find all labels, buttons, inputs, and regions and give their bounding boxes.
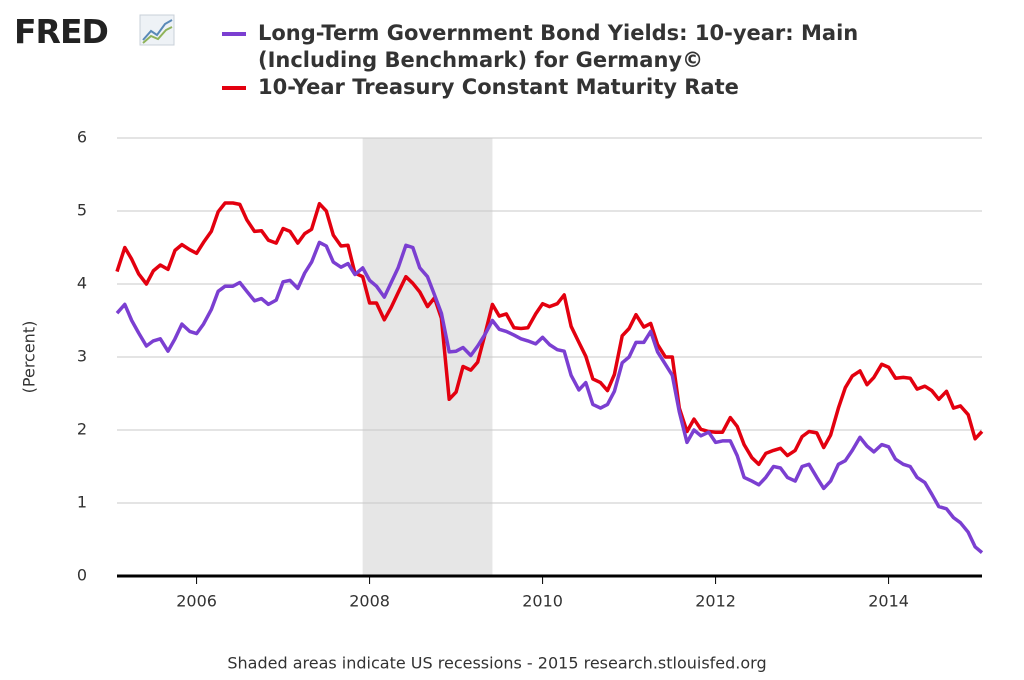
legend-label: 10-Year Treasury Constant Maturity Rate	[258, 75, 739, 99]
y-tick-label: 0	[77, 566, 87, 585]
y-tick-label: 4	[77, 274, 87, 293]
legend-item: 10-Year Treasury Constant Maturity Rate	[222, 74, 942, 101]
x-tick-label: 2008	[349, 592, 390, 611]
logo-icon	[139, 14, 175, 46]
footer: Shaded areas indicate US recessions - 20…	[227, 654, 766, 673]
legend-item: Long-Term Government Bond Yields: 10-yea…	[222, 20, 942, 74]
x-tick-label: 2006	[176, 592, 217, 611]
legend-label: Long-Term Government Bond Yields: 10-yea…	[258, 21, 859, 72]
y-tick-label: 2	[77, 420, 87, 439]
y-tick-label: 1	[77, 493, 87, 512]
logo: FRED	[14, 12, 109, 51]
legend: Long-Term Government Bond Yields: 10-yea…	[222, 20, 942, 101]
x-tick-label: 2012	[695, 592, 736, 611]
x-tick-label: 2014	[868, 592, 909, 611]
series-line	[115, 201, 984, 467]
y-tick-label: 5	[77, 201, 87, 220]
x-tick-label: 2010	[522, 592, 563, 611]
y-tick-label: 3	[77, 347, 87, 366]
y-axis-label: (Percent)	[20, 321, 39, 394]
legend-swatch	[222, 86, 246, 90]
series-line	[115, 240, 984, 554]
legend-swatch	[222, 32, 246, 36]
y-tick-label: 6	[77, 128, 87, 147]
